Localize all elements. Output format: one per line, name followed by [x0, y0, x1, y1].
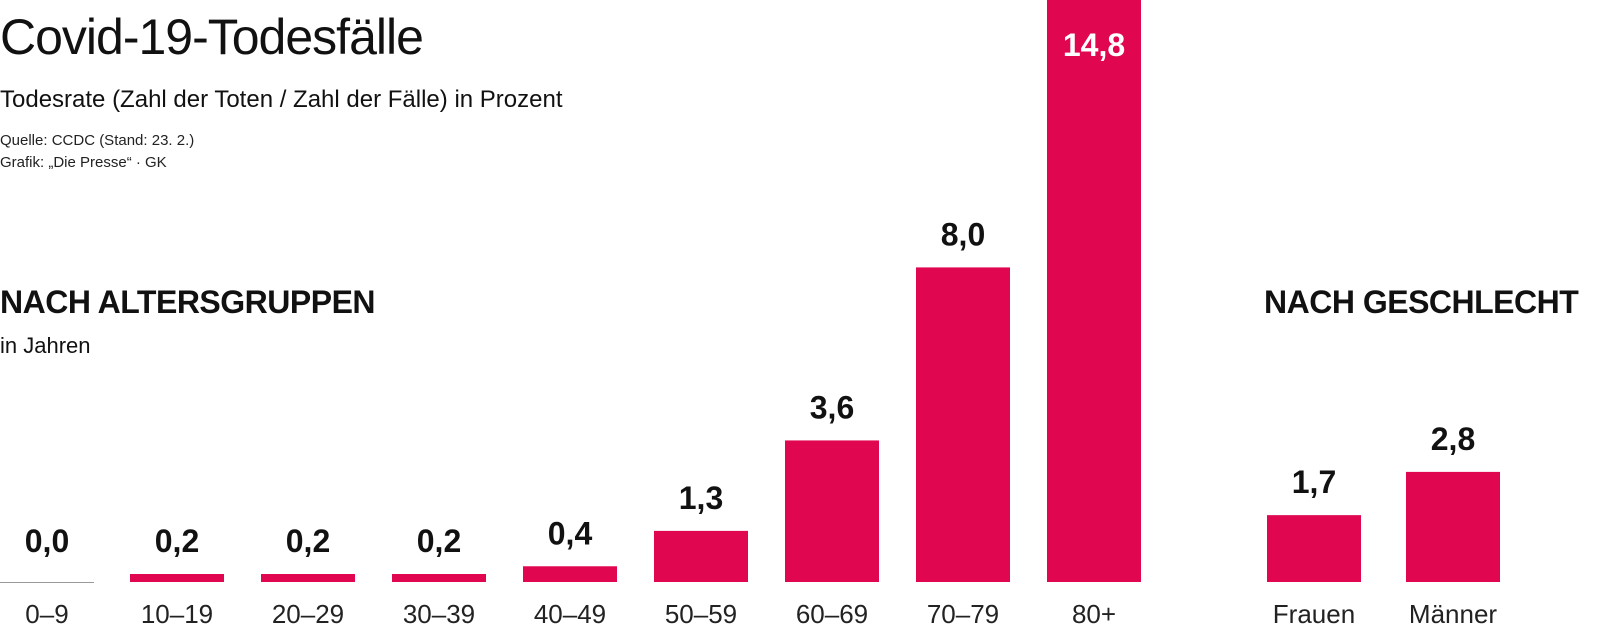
category-label: 10–19 — [141, 599, 213, 629]
bar — [1406, 471, 1500, 582]
value-label: 0,4 — [548, 515, 593, 551]
bar — [261, 574, 355, 582]
value-label: 14,8 — [1063, 27, 1125, 63]
age-section-subheading: in Jahren — [0, 333, 91, 358]
category-label: Männer — [1409, 599, 1497, 629]
chart-title: Covid-19-Todesfälle — [0, 9, 424, 65]
value-label: 0,2 — [155, 523, 199, 559]
value-label: 1,3 — [679, 480, 723, 516]
age-section-heading: NACH ALTERSGRUPPEN — [0, 284, 376, 320]
category-label: 70–79 — [927, 599, 999, 629]
category-label: 0–9 — [25, 599, 68, 629]
bar — [523, 566, 617, 582]
bar — [654, 530, 748, 582]
category-label: Frauen — [1273, 599, 1355, 629]
source-line: Quelle: CCDC (Stand: 23. 2.) — [0, 132, 195, 149]
sex-section-heading: NACH GESCHLECHT — [1264, 284, 1579, 320]
bar — [130, 574, 224, 582]
value-label: 3,6 — [810, 389, 854, 425]
value-label: 0,2 — [286, 523, 330, 559]
bar — [1267, 515, 1361, 582]
value-label: 2,8 — [1431, 421, 1475, 457]
category-label: 20–29 — [272, 599, 344, 629]
credit-line: Grafik: „Die Presse“ · GK — [0, 154, 167, 171]
value-label: 0,0 — [25, 523, 69, 559]
category-label: 50–59 — [665, 599, 737, 629]
bar — [392, 574, 486, 582]
chart-subtitle: Todesrate (Zahl der Toten / Zahl der Fäl… — [0, 86, 563, 113]
bar — [916, 267, 1010, 582]
bar — [785, 440, 879, 582]
category-label: 30–39 — [403, 599, 475, 629]
value-label: 8,0 — [941, 216, 985, 252]
category-label: 60–69 — [796, 599, 868, 629]
value-label: 0,2 — [417, 523, 461, 559]
category-label: 40–49 — [534, 599, 606, 629]
category-label: 80+ — [1072, 599, 1116, 629]
source-note: Quelle: CCDC (Stand: 23. 2.) Grafik: „Di… — [0, 130, 194, 174]
bar — [1047, 0, 1141, 582]
value-label: 1,7 — [1292, 464, 1336, 500]
